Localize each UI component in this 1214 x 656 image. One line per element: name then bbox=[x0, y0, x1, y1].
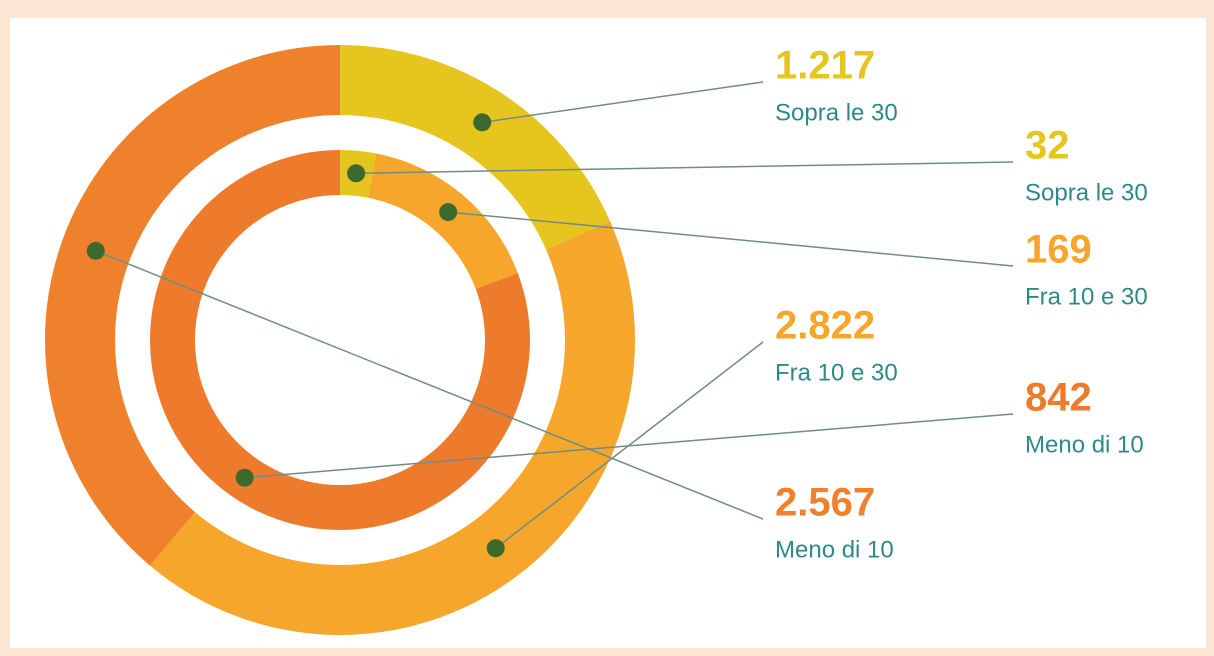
leader-dot bbox=[439, 203, 458, 222]
leader-dot bbox=[86, 241, 105, 260]
leader-dot bbox=[473, 113, 492, 132]
category-label: Fra 10 e 30 bbox=[1025, 283, 1148, 310]
leader-line bbox=[356, 161, 1014, 175]
value-label: 842 bbox=[1025, 376, 1092, 420]
leader-dot bbox=[347, 164, 366, 183]
donut-segment bbox=[44, 45, 341, 566]
value-label: 32 bbox=[1025, 124, 1070, 168]
leader-line bbox=[482, 81, 764, 124]
leader-line bbox=[95, 250, 764, 520]
leader-line bbox=[448, 211, 1014, 267]
leader-dot bbox=[235, 468, 254, 487]
value-label: 169 bbox=[1025, 228, 1092, 272]
category-label: Sopra le 30 bbox=[1025, 179, 1148, 206]
category-label: Sopra le 30 bbox=[775, 99, 898, 126]
value-label: 1.217 bbox=[775, 44, 875, 88]
leader-dot bbox=[486, 539, 505, 558]
donut-segment bbox=[367, 153, 518, 289]
category-label: Meno di 10 bbox=[775, 536, 894, 563]
category-label: Meno di 10 bbox=[1025, 431, 1144, 458]
leader-line bbox=[244, 413, 1014, 479]
value-label: 2.822 bbox=[775, 304, 875, 348]
donut-segment bbox=[340, 45, 611, 250]
category-label: Fra 10 e 30 bbox=[775, 359, 898, 386]
value-label: 2.567 bbox=[775, 481, 875, 525]
donut-segment bbox=[149, 221, 635, 635]
